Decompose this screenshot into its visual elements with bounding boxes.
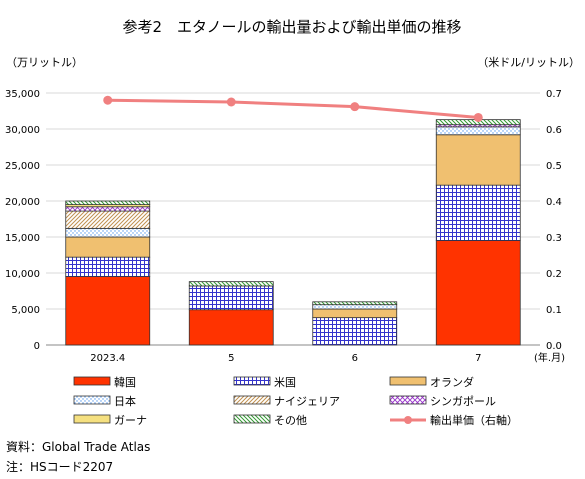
left-tick-label: 10,000	[5, 269, 40, 280]
right-tick-label: 0.3	[546, 233, 562, 244]
left-axis-ticks: 0 5,000 10,000 15,000 20,000 25,000 30,000 35,0…	[5, 89, 40, 352]
legend-label: 日本	[114, 394, 136, 408]
bar-segment	[65, 210, 151, 229]
legend-swatch	[73, 414, 111, 424]
legend-label: その他	[274, 414, 307, 427]
legend-label: 輸出単価（右軸）	[430, 413, 518, 427]
category-label: 5	[228, 353, 234, 364]
legend-label: ガーナ	[114, 414, 147, 427]
bar-stacks	[65, 119, 521, 346]
category-label: 2023.4	[90, 353, 125, 364]
right-axis-unit: （米ドル/リットル）	[477, 56, 580, 69]
category-label: 6	[352, 353, 358, 364]
legend-label: シンガポール	[430, 395, 496, 408]
right-tick-label: 0.5	[546, 161, 562, 172]
bar-segment	[312, 304, 398, 310]
left-tick-label: 20,000	[5, 197, 40, 208]
x-axis-unit: (年.月)	[534, 351, 565, 364]
right-tick-label: 0.6	[546, 125, 562, 136]
legend-swatch	[389, 376, 427, 386]
bar-segment	[65, 236, 151, 258]
bar-segment	[312, 317, 398, 346]
unit-price-point	[473, 112, 483, 122]
bar-segment	[435, 240, 521, 346]
source-note: 資料：Global Trade Atlas	[6, 440, 151, 454]
left-tick-label: 15,000	[5, 233, 40, 244]
legend-line-marker	[404, 416, 412, 424]
bar-segment	[65, 256, 151, 278]
right-tick-label: 0.4	[546, 197, 562, 208]
bar-segment	[65, 227, 151, 238]
right-tick-label: 0.0	[546, 341, 562, 352]
left-tick-label: 0	[34, 341, 40, 352]
bar-segment	[435, 184, 521, 242]
unit-price-point	[103, 95, 113, 105]
left-tick-label: 25,000	[5, 161, 40, 172]
right-tick-label: 0.2	[546, 269, 562, 280]
chart-title: 参考2 エタノールの輸出量および輸出単価の推移	[122, 18, 461, 36]
left-tick-label: 35,000	[5, 89, 40, 100]
left-axis-unit: （万リットル）	[6, 56, 83, 69]
bar-segment	[65, 276, 151, 346]
bar-segment	[65, 200, 151, 205]
unit-price-line	[103, 95, 483, 122]
right-tick-label: 0.1	[546, 305, 562, 316]
right-axis-ticks: 0.0 0.1 0.2 0.3 0.4 0.5 0.6 0.7	[546, 89, 562, 352]
bar-segment	[435, 134, 521, 186]
unit-price-polyline	[107, 98, 479, 119]
bar-segment	[312, 308, 398, 319]
category-label: 7	[475, 353, 481, 364]
legend-label: オランダ	[430, 375, 474, 389]
legend-label: ナイジェリア	[274, 395, 340, 408]
legend-label: 米国	[274, 376, 296, 389]
right-tick-label: 0.7	[546, 89, 562, 100]
legend-label: 韓国	[114, 376, 136, 389]
left-tick-label: 30,000	[5, 125, 40, 136]
bar-segment	[435, 126, 521, 136]
legend-swatch	[233, 376, 271, 386]
legend-swatch	[73, 376, 111, 386]
hs-code-note: 注：HSコード2207	[6, 460, 114, 474]
bar-segment	[188, 285, 274, 311]
legend-swatch	[233, 414, 271, 424]
bar-segment	[312, 301, 398, 306]
unit-price-point	[350, 102, 360, 112]
bar-segment	[188, 281, 274, 287]
category-labels: 2023.4 5 6 7	[90, 353, 481, 364]
unit-price-point	[226, 97, 236, 107]
left-tick-label: 5,000	[11, 305, 40, 316]
legend-swatch	[73, 395, 111, 405]
bar-segment	[188, 309, 274, 346]
legend-swatch	[389, 395, 427, 405]
legend-swatch	[233, 395, 271, 405]
bar-segment	[65, 206, 151, 212]
